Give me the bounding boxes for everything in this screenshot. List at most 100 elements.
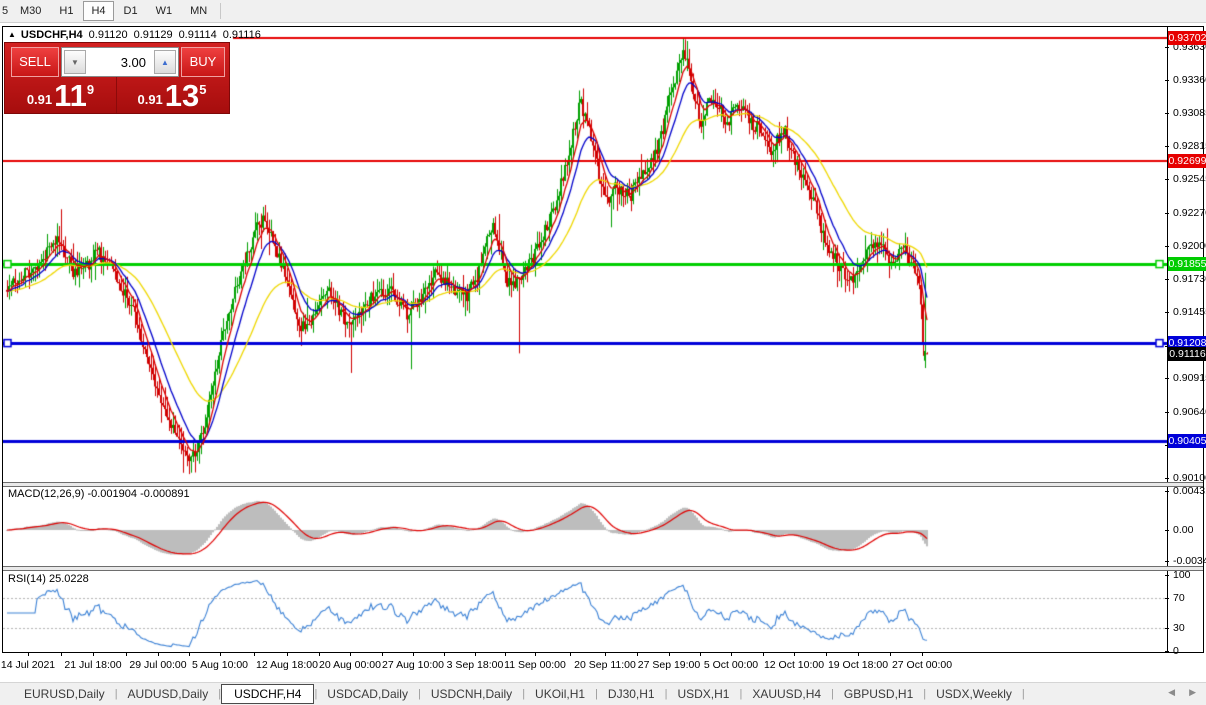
price-axis-separator [1167, 27, 1168, 652]
time-tick [220, 653, 221, 656]
tab-separator: | [595, 688, 598, 700]
tab-separator: | [831, 688, 834, 700]
tab-ukoil-h1[interactable]: UKOil,H1 [535, 687, 586, 701]
volume-input[interactable] [88, 48, 152, 76]
chart-header: ▲ USDCHF,H4 0.91120 0.91129 0.91114 0.91… [8, 28, 261, 41]
time-label: 14 Jul 2021 [0, 659, 56, 671]
time-label: 21 Jul 18:00 [64, 659, 122, 671]
buy-price-pip: 5 [199, 82, 207, 97]
tab-usdx-weekly[interactable]: USDX,Weekly [936, 687, 1012, 701]
time-label: 27 Aug 10:00 [382, 659, 444, 671]
tab-separator: | [417, 688, 421, 700]
price-tick: 0.92815 [1165, 140, 1206, 152]
tab-scroll-left-icon[interactable]: ◀ [1168, 687, 1176, 697]
macd-tick: 0.00431 [1165, 485, 1206, 497]
time-tick [637, 653, 638, 656]
time-label: 5 Aug 10:00 [191, 659, 249, 671]
tab-dj30-h1[interactable]: DJ30,H1 [607, 687, 655, 701]
time-tick [570, 653, 571, 656]
sell-price-pip: 9 [86, 82, 95, 97]
time-label: 20 Sep 11:00 [574, 659, 636, 671]
tab-gbpusd-h1[interactable]: GBPUSD,H1 [843, 687, 914, 701]
timeframe-button-D1[interactable]: D1 [123, 5, 138, 17]
timeframe-button-MN[interactable]: MN [190, 5, 208, 17]
price-badge: 0.91208 [1168, 335, 1206, 350]
price-badge: 0.91116 [1168, 346, 1206, 361]
rsi-label: RSI(14) 25.0228 [8, 573, 89, 585]
volume-decrease-icon[interactable]: ▼ [64, 50, 86, 74]
time-label: 12 Aug 18:00 [256, 659, 318, 671]
sell-price[interactable]: 0.91 11 9 [5, 77, 117, 113]
buy-button[interactable]: BUY [181, 47, 225, 77]
volume-increase-icon[interactable]: ▲ [154, 50, 176, 74]
time-label: 5 Oct 00:00 [703, 659, 759, 671]
sell-button[interactable]: SELL [11, 47, 59, 77]
tab-eurusd-daily[interactable]: EURUSD,Daily [24, 687, 105, 701]
tab-usdx-h1[interactable]: USDX,H1 [677, 687, 730, 701]
buy-price-prefix: 0.91 [137, 92, 163, 107]
volume-stepper: ▼ ▲ [61, 47, 179, 77]
time-tick [189, 653, 190, 656]
time-tick [669, 653, 670, 656]
time-tick [381, 653, 383, 656]
time-tick [350, 653, 351, 656]
time-tick [93, 653, 94, 656]
price-axis: 0.936300.933600.930850.928150.925450.922… [1164, 27, 1206, 657]
collapse-icon[interactable]: ▲ [8, 30, 16, 39]
tab-separator: | [114, 688, 118, 700]
macd-tick: -0.00340 [1164, 555, 1206, 567]
time-tick [858, 653, 859, 656]
time-tick [253, 653, 255, 656]
time-label: 11 Sep 00:00 [504, 659, 566, 671]
tab-usdcad-daily[interactable]: USDCAD,Daily [327, 687, 408, 701]
time-tick [125, 653, 127, 656]
time-tick [158, 653, 159, 656]
time-label: 12 Oct 10:00 [763, 659, 825, 671]
chart-symbol: USDCHF,H4 [20, 28, 83, 41]
tab-xauusd-h4[interactable]: XAUUSD,H4 [752, 687, 822, 701]
timeframe-button-H1[interactable]: H1 [59, 5, 74, 17]
macd-tick: 0.00 [1164, 524, 1193, 536]
time-label: 3 Sep 18:00 [446, 659, 504, 671]
time-label: 19 Oct 18:00 [827, 659, 889, 671]
time-tick [762, 653, 764, 656]
price-chart-canvas[interactable] [3, 27, 1167, 652]
timeframe-button-H4[interactable]: H4 [83, 1, 114, 21]
time-tick [318, 653, 320, 656]
timeframe-toolbar: 5 M30 H1 H4 D1 W1 MN [0, 0, 1206, 23]
rsi-splitter[interactable] [3, 566, 1203, 571]
timeframe-button-5[interactable]: 5 [2, 5, 9, 17]
price-tick: 0.92545 [1165, 173, 1206, 185]
tab-audusd-daily[interactable]: AUDUSD,Daily [127, 687, 209, 701]
price-badge: 0.92699 [1168, 153, 1206, 168]
time-axis: 14 Jul 2021 21 Jul 18:00 29 Jul 00:00 5 Aug… [0, 653, 1204, 681]
time-label: 27 Oct 00:00 [891, 659, 953, 671]
timeframe-button-M30[interactable]: M30 [20, 5, 42, 17]
time-tick [28, 653, 29, 656]
toolbar-divider [220, 3, 222, 19]
time-tick [922, 653, 923, 656]
quote-high: 0.91129 [133, 28, 173, 41]
one-click-trade-panel: SELL ▼ ▲ BUY 0.91 11 9 0.91 13 5 [4, 42, 230, 114]
rsi-tick: 30 [1165, 622, 1185, 634]
tab-usdchf-h4[interactable]: USDCHF,H4 [221, 684, 315, 704]
time-tick [287, 653, 288, 656]
time-tick [890, 653, 891, 656]
macd-splitter[interactable] [3, 482, 1203, 487]
tab-separator: | [314, 688, 318, 700]
buy-price-big: 13 [164, 78, 200, 113]
time-tick [605, 653, 606, 656]
sell-price-prefix: 0.91 [26, 92, 53, 107]
tab-scroll-right-icon[interactable]: ▶ [1189, 687, 1196, 697]
timeframe-button-W1[interactable]: W1 [155, 5, 173, 17]
tab-separator: | [923, 688, 927, 700]
buy-price[interactable]: 0.91 13 5 [117, 77, 227, 113]
price-tick: 0.93085 [1165, 107, 1206, 119]
rsi-tick: 100 [1165, 569, 1191, 581]
tab-usdcnh-daily[interactable]: USDCNH,Daily [430, 687, 513, 701]
time-tick [535, 653, 536, 656]
rsi-tick: 70 [1165, 592, 1185, 604]
